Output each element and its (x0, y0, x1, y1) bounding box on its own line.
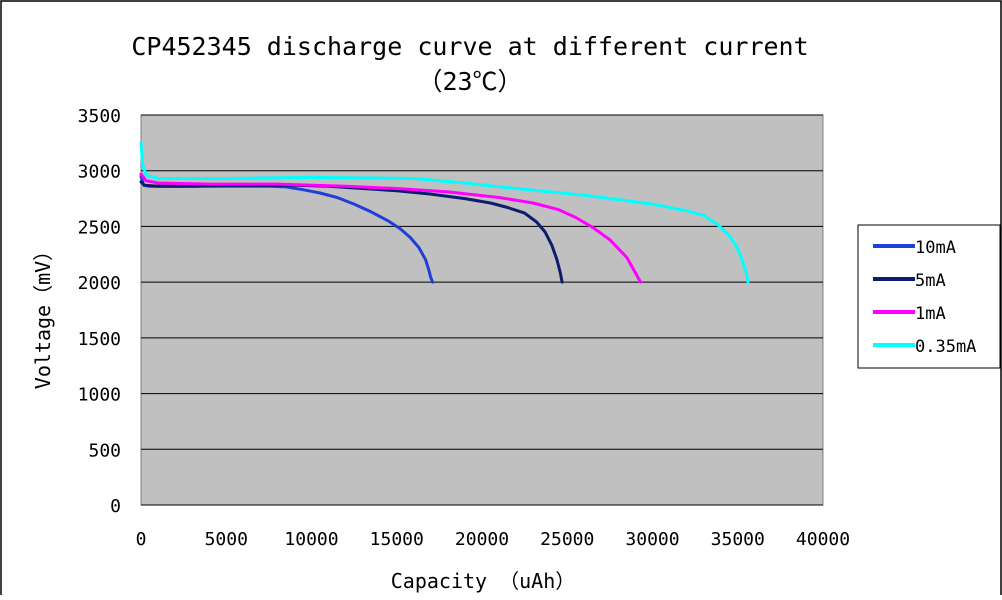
x-tick-label-6: 30000 (625, 529, 679, 550)
chart-title: CP452345 discharge curve at different cu… (131, 32, 808, 61)
y-tick-label-0: 0 (110, 496, 121, 517)
series-line-1 (139, 180, 564, 284)
legend: 10mA 5mA 1mA 0.35mA (857, 224, 1001, 369)
y-tick-label-1: 500 (88, 440, 121, 461)
x-tick-label-1: 5000 (205, 529, 248, 550)
legend-label-0: 10mA (915, 238, 956, 258)
x-tick-label-5: 25000 (540, 529, 594, 550)
y-axis-label: Voltage（mV） (31, 241, 55, 389)
y-tick-label-2: 1000 (78, 385, 121, 406)
x-tick-label-4: 20000 (455, 529, 509, 550)
legend-label-1: 5mA (915, 271, 946, 291)
plot-background (140, 114, 824, 506)
legend-label-2: 1mA (915, 304, 946, 324)
y-tick-label-5: 2500 (78, 217, 121, 238)
x-tick-label-3: 15000 (370, 529, 424, 550)
y-tick-label-6: 3000 (78, 162, 121, 183)
chart-subtitle: （23℃） (417, 67, 522, 96)
x-tick-label-0: 0 (136, 529, 147, 550)
x-tick-label-7: 35000 (711, 529, 765, 550)
x-tick-label-2: 10000 (284, 529, 338, 550)
legend-label-3: 0.35mA (915, 337, 976, 357)
series-line-2 (139, 172, 643, 284)
y-tick-label-4: 2000 (78, 273, 121, 294)
series-line-3 (139, 141, 750, 284)
x-axis-label: Capacity （uAh） (391, 569, 576, 593)
y-tick-label-7: 3500 (78, 106, 121, 127)
x-tick-label-8: 40000 (796, 529, 850, 550)
y-tick-label-3: 1500 (78, 329, 121, 350)
